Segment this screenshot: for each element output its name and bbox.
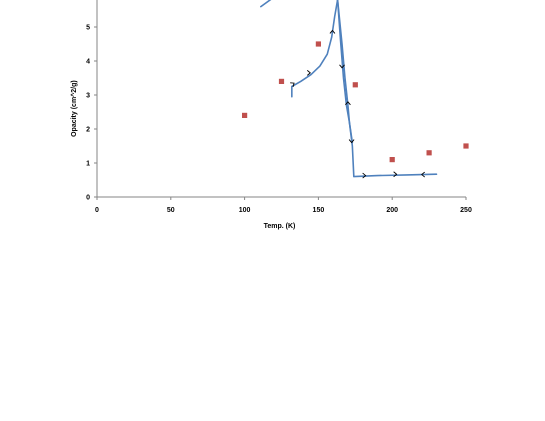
x-tick-label: 100 — [239, 207, 251, 214]
data-point-marker — [278, 78, 285, 84]
data-point-marker — [389, 157, 395, 163]
line-segment — [260, 0, 272, 8]
x-tick-label: 250 — [460, 207, 472, 214]
line-series — [260, 0, 438, 178]
y-axis-title: Opacity (cm^2/g) — [70, 80, 78, 137]
x-tick-label: 0 — [95, 207, 99, 214]
y-tick-label: 0 — [86, 195, 90, 202]
y-tick-label: 5 — [86, 25, 90, 32]
marker-series — [242, 41, 469, 163]
data-point-marker — [242, 112, 248, 118]
y-tick-label: 3 — [86, 93, 90, 100]
direction-arrow — [339, 64, 345, 69]
x-tick-label: 200 — [386, 207, 398, 214]
direction-arrow — [348, 139, 355, 144]
direction-arrow — [329, 29, 336, 34]
direction-arrow — [393, 171, 398, 178]
y-tick-label: 2 — [86, 127, 90, 134]
direction-arrow — [306, 70, 311, 76]
data-point-marker — [426, 150, 432, 156]
line-segment — [336, 0, 354, 144]
direction-arrow — [345, 101, 351, 106]
x-tick-label: 150 — [313, 207, 325, 214]
data-point-marker — [463, 143, 469, 149]
direction-arrow — [421, 171, 426, 178]
y-tick-label: 4 — [86, 59, 90, 66]
axes — [94, 0, 467, 200]
line-segment — [291, 0, 339, 98]
tick-labels: 0 50 100 150 200 250 0 1 2 3 4 5 — [86, 25, 472, 215]
data-point-marker — [315, 41, 321, 47]
x-tick-label: 50 — [167, 207, 175, 214]
direction-arrow — [362, 172, 367, 179]
line-segment — [336, 0, 438, 178]
direction-arrows — [290, 29, 426, 179]
y-tick-label: 1 — [86, 161, 90, 168]
data-point-marker — [352, 82, 358, 88]
x-axis-title: Temp. (K) — [264, 223, 296, 230]
direction-arrow — [290, 82, 295, 87]
